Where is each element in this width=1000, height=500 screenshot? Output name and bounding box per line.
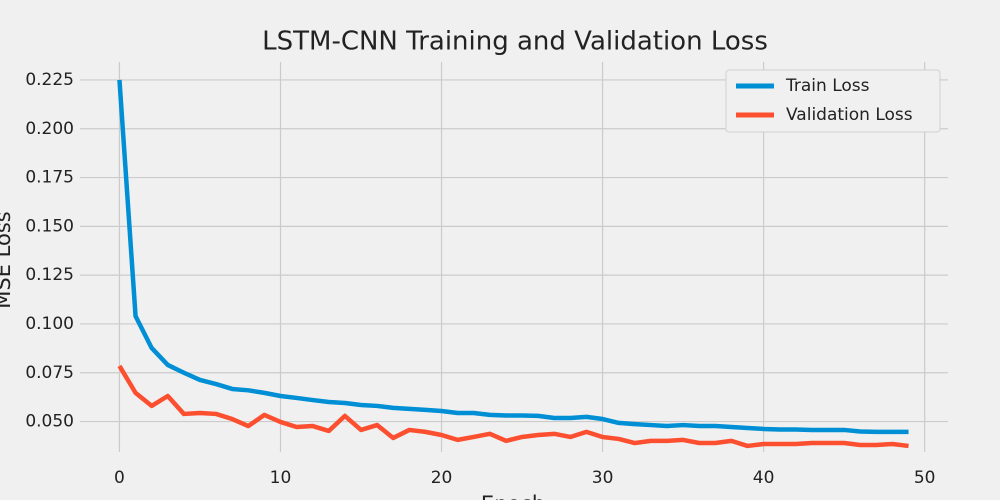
y-tick-label: 0.150: [25, 216, 74, 236]
y-tick-label: 0.225: [25, 70, 74, 90]
y-tick-label: 0.075: [25, 363, 74, 383]
x-tick-label: 10: [270, 468, 292, 488]
x-tick-label: 20: [431, 468, 453, 488]
x-tick-label: 30: [592, 468, 614, 488]
y-tick-label: 0.100: [25, 314, 74, 334]
line-series: [117, 364, 909, 449]
y-tick-label: 0.175: [25, 168, 74, 188]
line-series: [117, 79, 909, 435]
legend-label: Validation Loss: [786, 105, 913, 125]
chart-title: LSTM-CNN Training and Validation Loss: [262, 27, 768, 57]
x-tick-label: 40: [753, 468, 775, 488]
legend-label: Train Loss: [785, 76, 870, 96]
y-axis-label: MSE Loss: [0, 211, 15, 308]
y-tick-label: 0.050: [25, 412, 74, 432]
x-axis-label: Epoch: [481, 492, 545, 500]
y-tick-label: 0.125: [25, 265, 74, 285]
x-tick-label: 50: [914, 468, 936, 488]
y-tick-label: 0.200: [25, 119, 74, 139]
x-tick-label: 0: [114, 468, 125, 488]
legend-box: [725, 69, 941, 133]
